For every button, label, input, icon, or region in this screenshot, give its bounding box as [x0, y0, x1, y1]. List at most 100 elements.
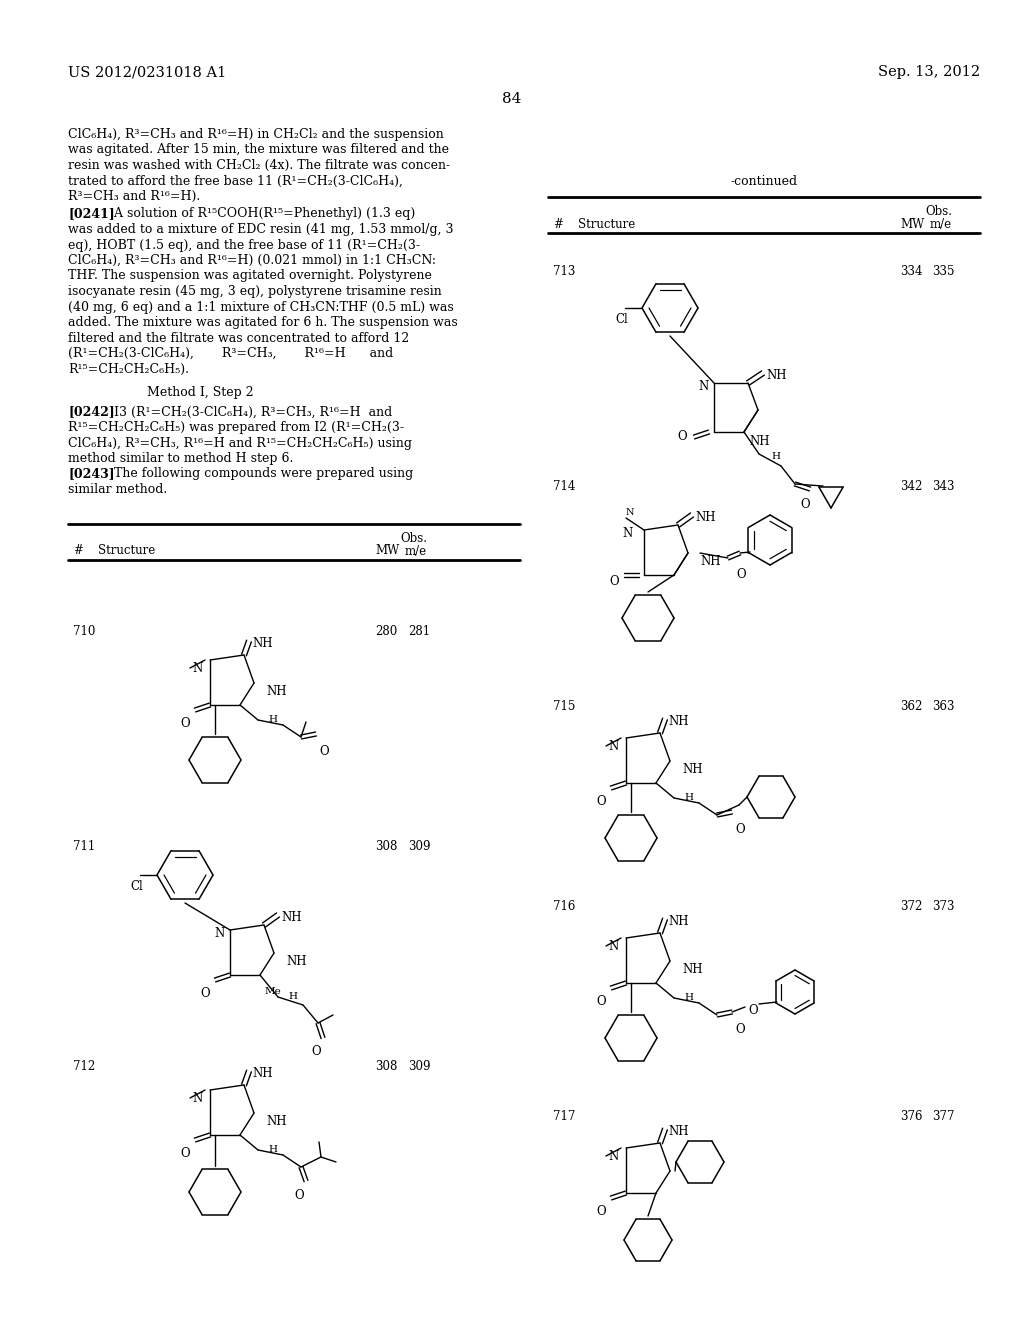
Text: N: N — [215, 927, 225, 940]
Text: THF. The suspension was agitated overnight. Polystyrene: THF. The suspension was agitated overnig… — [68, 269, 432, 282]
Text: [0243]: [0243] — [68, 467, 115, 480]
Text: Me: Me — [265, 987, 282, 997]
Text: 710: 710 — [73, 624, 95, 638]
Text: trated to afford the free base 11 (R¹=CH₂(3-ClC₆H₄),: trated to afford the free base 11 (R¹=CH… — [68, 174, 402, 187]
Text: method similar to method H step 6.: method similar to method H step 6. — [68, 451, 293, 465]
Text: O: O — [311, 1045, 321, 1059]
Text: The following compounds were prepared using: The following compounds were prepared us… — [106, 467, 414, 480]
Text: 714: 714 — [553, 480, 575, 492]
Text: H: H — [684, 793, 693, 803]
Text: 713: 713 — [553, 265, 575, 279]
Text: #: # — [553, 218, 563, 231]
Text: similar method.: similar method. — [68, 483, 167, 496]
Text: 335: 335 — [932, 265, 954, 279]
Text: I3 (R¹=CH₂(3-ClC₆H₄), R³=CH₃, R¹⁶=H  and: I3 (R¹=CH₂(3-ClC₆H₄), R³=CH₃, R¹⁶=H and — [106, 405, 392, 418]
Text: O: O — [749, 1005, 758, 1016]
Text: 342: 342 — [900, 480, 923, 492]
Text: Method I, Step 2: Method I, Step 2 — [146, 385, 253, 399]
Text: 716: 716 — [553, 900, 575, 913]
Text: NH: NH — [682, 763, 702, 776]
Text: 309: 309 — [408, 1060, 430, 1073]
Text: NH: NH — [281, 911, 301, 924]
Text: NH: NH — [668, 1125, 688, 1138]
Text: 362: 362 — [900, 700, 923, 713]
Text: was agitated. After 15 min, the mixture was filtered and the: was agitated. After 15 min, the mixture … — [68, 144, 449, 157]
Text: N: N — [626, 508, 635, 517]
Text: ClC₆H₄), R³=CH₃ and R¹⁶=H) in CH₂Cl₂ and the suspension: ClC₆H₄), R³=CH₃ and R¹⁶=H) in CH₂Cl₂ and… — [68, 128, 443, 141]
Text: ClC₆H₄), R³=CH₃ and R¹⁶=H) (0.021 mmol) in 1:1 CH₃CN:: ClC₆H₄), R³=CH₃ and R¹⁶=H) (0.021 mmol) … — [68, 253, 436, 267]
Text: Cl: Cl — [130, 880, 142, 894]
Text: NH: NH — [668, 915, 688, 928]
Text: 712: 712 — [73, 1060, 95, 1073]
Text: NH: NH — [700, 554, 721, 568]
Text: (R¹=CH₂(3-ClC₆H₄),       R³=CH₃,       R¹⁶=H      and: (R¹=CH₂(3-ClC₆H₄), R³=CH₃, R¹⁶=H and — [68, 347, 393, 360]
Text: N: N — [608, 741, 618, 752]
Text: NH: NH — [252, 1067, 272, 1080]
Text: O: O — [736, 568, 745, 581]
Text: filtered and the filtrate was concentrated to afford 12: filtered and the filtrate was concentrat… — [68, 331, 410, 345]
Text: #: # — [73, 544, 83, 557]
Text: 376: 376 — [900, 1110, 923, 1123]
Text: O: O — [609, 576, 618, 587]
Text: [0241]: [0241] — [68, 207, 115, 220]
Text: 717: 717 — [553, 1110, 575, 1123]
Text: H: H — [771, 451, 780, 461]
Text: NH: NH — [266, 1115, 287, 1129]
Text: 308: 308 — [375, 1060, 397, 1073]
Text: 373: 373 — [932, 900, 954, 913]
Text: Structure: Structure — [98, 544, 156, 557]
Text: 377: 377 — [932, 1110, 954, 1123]
Text: US 2012/0231018 A1: US 2012/0231018 A1 — [68, 65, 226, 79]
Text: 309: 309 — [408, 840, 430, 853]
Text: NH: NH — [252, 638, 272, 649]
Text: Obs.: Obs. — [400, 532, 427, 544]
Text: O: O — [319, 744, 329, 758]
Text: (40 mg, 6 eq) and a 1:1 mixture of CH₃CN:THF (0.5 mL) was: (40 mg, 6 eq) and a 1:1 mixture of CH₃CN… — [68, 301, 454, 314]
Text: H: H — [268, 1144, 278, 1154]
Text: isocyanate resin (45 mg, 3 eq), polystyrene trisamine resin: isocyanate resin (45 mg, 3 eq), polystyr… — [68, 285, 441, 298]
Text: 343: 343 — [932, 480, 954, 492]
Text: was added to a mixture of EDC resin (41 mg, 1.53 mmol/g, 3: was added to a mixture of EDC resin (41 … — [68, 223, 454, 236]
Text: A solution of R¹⁵COOH(R¹⁵=Phenethyl) (1.3 eq): A solution of R¹⁵COOH(R¹⁵=Phenethyl) (1.… — [106, 207, 416, 220]
Text: O: O — [200, 987, 210, 1001]
Text: 308: 308 — [375, 840, 397, 853]
Text: N: N — [608, 940, 618, 953]
Text: ClC₆H₄), R³=CH₃, R¹⁶=H and R¹⁵=CH₂CH₂C₆H₅) using: ClC₆H₄), R³=CH₃, R¹⁶=H and R¹⁵=CH₂CH₂C₆H… — [68, 437, 412, 450]
Text: 84: 84 — [503, 92, 521, 106]
Text: m/e: m/e — [406, 544, 427, 557]
Text: NH: NH — [668, 715, 688, 729]
Text: Cl: Cl — [615, 313, 628, 326]
Text: NH: NH — [749, 436, 769, 447]
Text: [0242]: [0242] — [68, 405, 115, 418]
Text: O: O — [180, 1147, 189, 1160]
Text: N: N — [608, 1150, 618, 1163]
Text: resin was washed with CH₂Cl₂ (4x). The filtrate was concen-: resin was washed with CH₂Cl₂ (4x). The f… — [68, 158, 451, 172]
Text: -continued: -continued — [730, 176, 798, 187]
Text: O: O — [180, 717, 189, 730]
Text: H: H — [288, 993, 297, 1001]
Text: O: O — [735, 822, 744, 836]
Text: R³=CH₃ and R¹⁶=H).: R³=CH₃ and R¹⁶=H). — [68, 190, 201, 203]
Text: N: N — [698, 380, 710, 393]
Text: O: O — [596, 795, 606, 808]
Text: Obs.: Obs. — [925, 205, 952, 218]
Text: m/e: m/e — [930, 218, 952, 231]
Text: NH: NH — [266, 685, 287, 698]
Text: added. The mixture was agitated for 6 h. The suspension was: added. The mixture was agitated for 6 h.… — [68, 315, 458, 329]
Text: R¹⁵=CH₂CH₂C₆H₅).: R¹⁵=CH₂CH₂C₆H₅). — [68, 363, 189, 375]
Text: 715: 715 — [553, 700, 575, 713]
Text: NH: NH — [682, 964, 702, 975]
Text: MW: MW — [900, 218, 925, 231]
Text: 372: 372 — [900, 900, 923, 913]
Text: 363: 363 — [932, 700, 954, 713]
Text: NH: NH — [695, 511, 716, 524]
Text: MW: MW — [375, 544, 399, 557]
Text: NH: NH — [286, 954, 306, 968]
Text: H: H — [268, 715, 278, 723]
Text: O: O — [735, 1023, 744, 1036]
Text: N: N — [193, 1092, 203, 1105]
Text: Sep. 13, 2012: Sep. 13, 2012 — [878, 65, 980, 79]
Text: R¹⁵=CH₂CH₂C₆H₅) was prepared from I2 (R¹=CH₂(3-: R¹⁵=CH₂CH₂C₆H₅) was prepared from I2 (R¹… — [68, 421, 404, 434]
Text: eq), HOBT (1.5 eq), and the free base of 11 (R¹=CH₂(3-: eq), HOBT (1.5 eq), and the free base of… — [68, 239, 420, 252]
Text: O: O — [596, 995, 606, 1008]
